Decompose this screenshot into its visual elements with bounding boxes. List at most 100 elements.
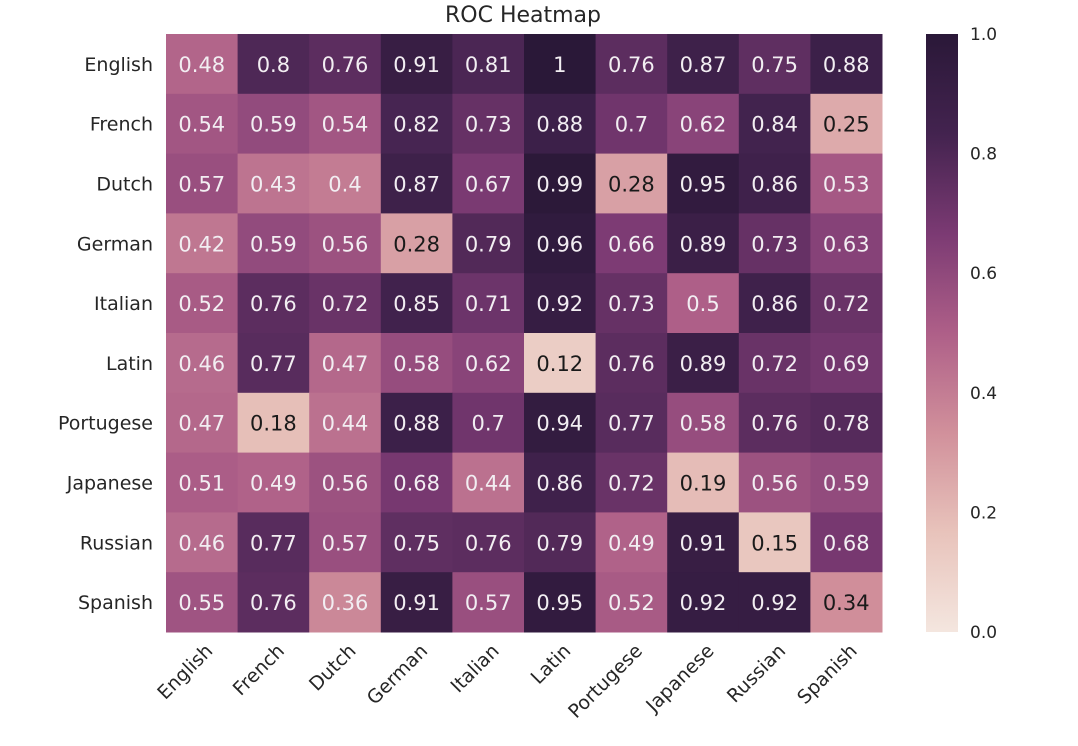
heatmap-cell: [667, 34, 740, 95]
heatmap-cell: [452, 34, 525, 95]
heatmap-cell: [667, 512, 740, 573]
heatmap-cell: [237, 153, 310, 214]
cell-value-label: 0.87: [393, 173, 440, 197]
cell-value-label: 0.77: [250, 531, 297, 555]
cell-value-label: 0.67: [465, 173, 512, 197]
cell-value-label: 0.42: [178, 232, 225, 256]
cell-value-label: 0.59: [250, 113, 297, 137]
cell-value-label: 0.76: [322, 53, 369, 77]
heatmap-cell: [738, 392, 811, 454]
cell-value-label: 0.72: [823, 292, 870, 316]
cell-value-label: 0.76: [751, 412, 798, 436]
cell-value-label: 0.77: [608, 412, 655, 436]
heatmap-cell: [595, 333, 668, 394]
cell-value-label: 0.62: [465, 352, 512, 376]
cell-value-label: 0.88: [393, 412, 440, 436]
cell-value-label: 0.4: [328, 173, 361, 197]
heatmap-cell: [166, 452, 239, 513]
cell-value-label: 0.92: [536, 292, 583, 316]
heatmap-cell: [237, 512, 310, 573]
heatmap-cell: [380, 512, 453, 573]
cell-value-label: 0.95: [536, 591, 583, 615]
cell-value-label: 0.68: [393, 472, 440, 496]
heatmap-cell: [309, 93, 382, 155]
cell-value-label: 0.76: [250, 292, 297, 316]
cell-value-label: 0.57: [322, 531, 369, 555]
x-tick-label: French: [229, 640, 289, 700]
heatmap-cell: [738, 153, 811, 214]
heatmap-cell: [667, 153, 740, 214]
heatmap-cell: [452, 153, 525, 214]
heatmap-grid: 0.48 0.8 0.76 0.91 0.81 1 0.76 0.87 0.75 0.88 0.54…: [166, 34, 883, 633]
heatmap-cell: [667, 213, 740, 274]
heatmap-cell: [810, 93, 883, 155]
heatmap-cell: [595, 34, 668, 95]
cell-value-label: 0.51: [178, 472, 225, 496]
cell-value-label: 0.82: [393, 113, 440, 137]
cell-value-label: 0.85: [393, 292, 440, 316]
y-tick-label: German: [77, 233, 153, 255]
x-tick-label: Japanese: [641, 640, 718, 717]
heatmap-cell: [380, 392, 453, 454]
cell-value-label: 0.18: [250, 412, 297, 436]
cell-value-label: 0.54: [178, 113, 225, 137]
cell-value-label: 0.55: [178, 591, 225, 615]
y-tick-label: English: [84, 54, 153, 76]
heatmap-cell: [452, 273, 525, 334]
cell-value-label: 0.53: [823, 173, 870, 197]
heatmap-cell: [452, 512, 525, 573]
heatmap-cell: [309, 392, 382, 454]
heatmap-cell: [524, 512, 597, 573]
heatmap-cell: [237, 34, 310, 95]
heatmap-cell: [380, 153, 453, 214]
heatmap-cell: [166, 213, 239, 274]
cell-value-label: 0.8: [257, 53, 290, 77]
cell-value-label: 0.34: [823, 591, 870, 615]
cell-value-label: 0.36: [322, 591, 369, 615]
cell-value-label: 0.86: [536, 472, 583, 496]
heatmap-cell: [380, 273, 453, 334]
cell-value-label: 0.66: [608, 232, 655, 256]
colorbar-tick-label: 0.6: [970, 264, 997, 284]
cell-value-label: 0.44: [465, 472, 512, 496]
cell-value-label: 0.73: [608, 292, 655, 316]
cell-value-label: 0.91: [680, 531, 727, 555]
heatmap-cell: [380, 213, 453, 274]
heatmap-cell: [595, 93, 668, 155]
heatmap-cell: [309, 153, 382, 214]
y-tick-label: Russian: [80, 532, 153, 554]
heatmap-cell: [524, 34, 597, 95]
heatmap-cell: [524, 273, 597, 334]
y-tick-label: Dutch: [96, 174, 153, 196]
cell-value-label: 0.88: [536, 113, 583, 137]
cell-value-label: 0.76: [250, 591, 297, 615]
cell-value-label: 0.77: [250, 352, 297, 376]
heatmap-cell: [309, 213, 382, 274]
heatmap-cell: [380, 452, 453, 513]
heatmap-cell: [452, 333, 525, 394]
heatmap-cell: [380, 333, 453, 394]
heatmap-cell: [166, 93, 239, 155]
heatmap-cell: [810, 572, 883, 633]
colorbar-tick-label: 0.4: [970, 384, 997, 404]
y-tick-label: Italian: [94, 293, 153, 315]
heatmap-cell: [738, 213, 811, 274]
heatmap-cell: [380, 93, 453, 155]
cell-value-label: 0.43: [250, 173, 297, 197]
cell-value-label: 0.76: [465, 531, 512, 555]
colorbar-tick-label: 0.8: [970, 145, 997, 165]
colorbar: 0.0 0.2 0.4 0.6 0.8 1.0: [926, 25, 997, 643]
cell-value-label: 0.95: [680, 173, 727, 197]
cell-value-label: 0.7: [471, 412, 504, 436]
cell-value-label: 0.28: [608, 173, 655, 197]
cell-value-label: 0.76: [608, 352, 655, 376]
heatmap-cell: [380, 34, 453, 95]
cell-value-label: 0.86: [751, 292, 798, 316]
cell-value-label: 0.63: [823, 232, 870, 256]
heatmap-cell: [166, 333, 239, 394]
cell-value-label: 0.75: [393, 531, 440, 555]
colorbar-tick-label: 0.2: [970, 503, 997, 523]
cell-value-label: 0.81: [465, 53, 512, 77]
x-tick-label: Russian: [723, 640, 790, 707]
